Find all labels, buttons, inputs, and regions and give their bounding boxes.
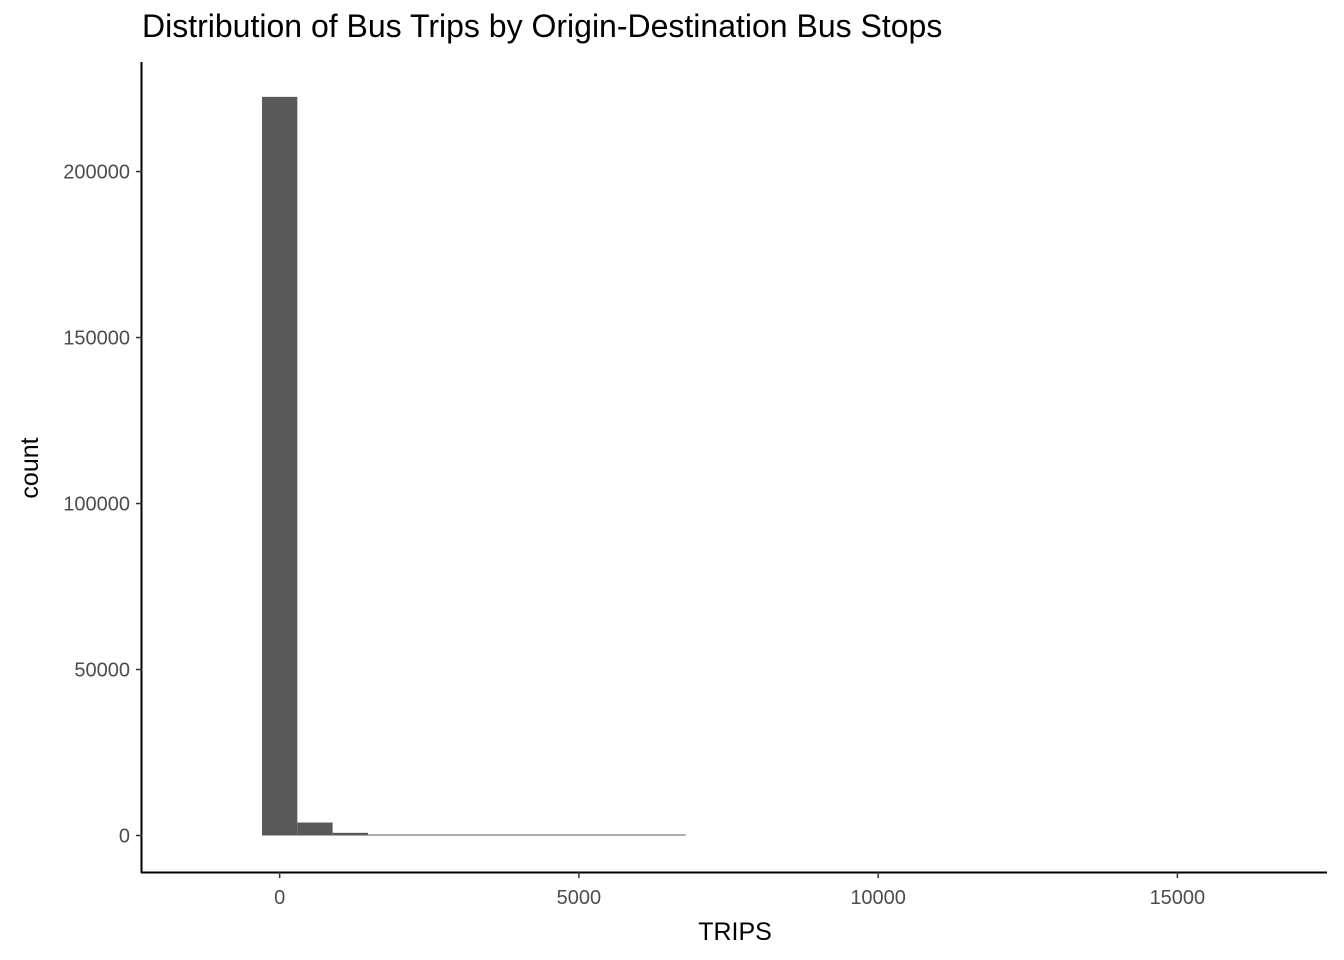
histogram-bar-4 [403,834,439,836]
y-axis-ticks: 0 50000 100000 150000 200000 [63,162,142,847]
histogram-bar-10 [615,834,651,836]
histogram-bar-1 [297,822,333,836]
y-tick-label-1: 50000 [74,660,130,682]
y-tick-label-3: 150000 [63,328,130,350]
histogram-bar-2 [332,832,368,836]
x-tick-label-3: 15000 [1150,887,1206,909]
x-axis-title: TRIPS [698,918,772,946]
histogram-bar-7 [509,834,545,836]
histogram-bar-3 [367,834,404,836]
histogram-bar-0 [261,96,298,836]
x-tick-label-2: 10000 [850,887,906,909]
histogram-bar-9 [579,834,616,836]
y-axis-title: count [16,437,44,498]
x-tick-label-1: 5000 [557,887,602,909]
histogram-bar-6 [473,834,510,836]
x-axis-ticks: 0 5000 10000 15000 [274,872,1205,909]
histogram-bar-8 [544,834,580,836]
y-tick-label-4: 200000 [63,162,130,184]
histogram-bar-11 [650,834,686,836]
y-tick-label-2: 100000 [63,494,130,516]
chart-title: Distribution of Bus Trips by Origin-Dest… [142,8,943,44]
histogram-bars [261,96,686,836]
histogram-bar-5 [438,834,474,836]
y-tick-label-0: 0 [119,825,130,847]
x-tick-label-0: 0 [274,887,285,909]
